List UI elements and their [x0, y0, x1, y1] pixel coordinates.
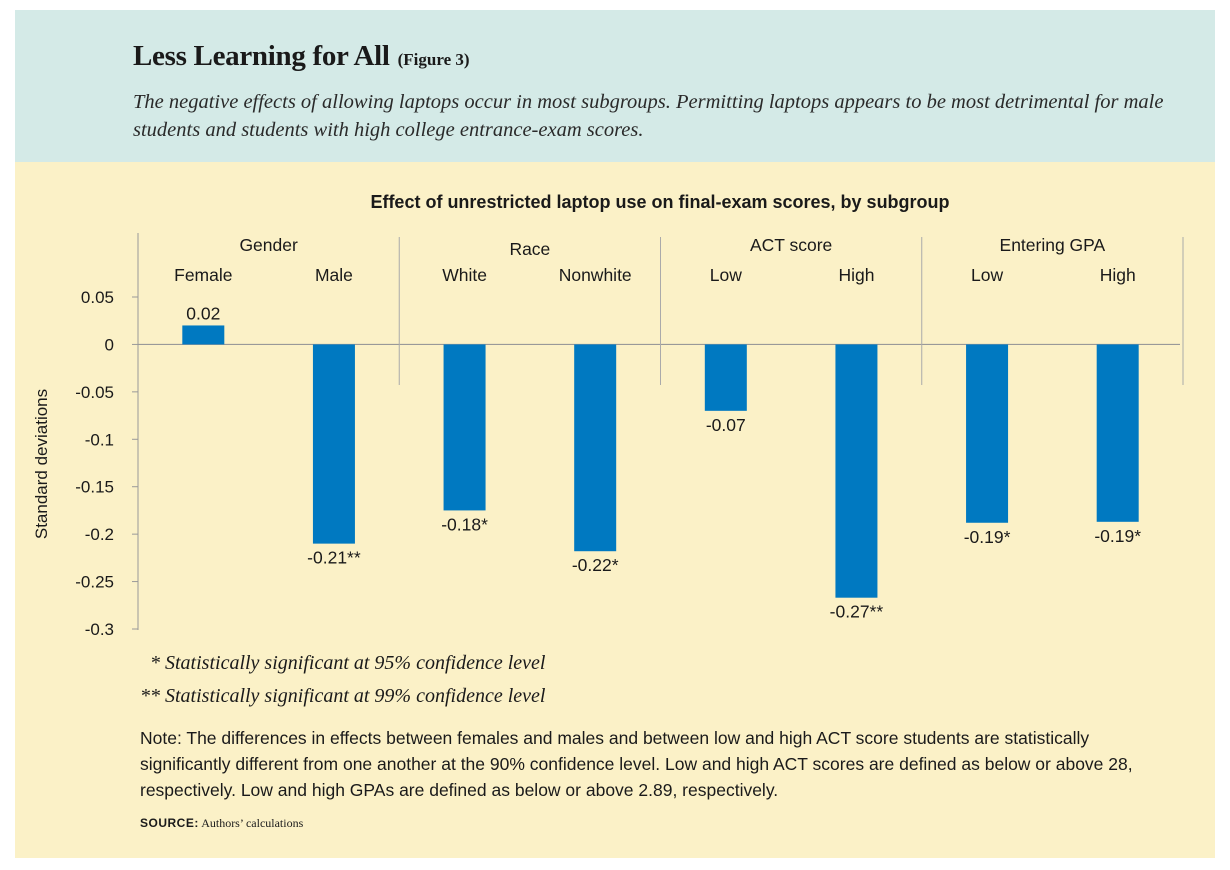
- figure-header: Less Learning for All (Figure 3) The neg…: [15, 10, 1215, 162]
- footnote-sig95: * Statistically significant at 95% confi…: [150, 652, 546, 674]
- figure-subtitle: The negative effects of allowing laptops…: [133, 91, 1164, 141]
- category-label: White: [442, 265, 487, 285]
- data-label: -0.19*: [1094, 526, 1141, 546]
- data-label: -0.18*: [441, 514, 488, 534]
- data-label: -0.19*: [964, 527, 1011, 547]
- y-tick-label: -0.2: [85, 525, 114, 544]
- data-label: -0.22*: [572, 555, 619, 575]
- y-tick-label: -0.1: [85, 430, 114, 449]
- group-label: ACT score: [750, 235, 832, 255]
- y-axis-label: Standard deviations: [32, 389, 51, 539]
- category-label: Female: [174, 265, 232, 285]
- figure-title: Less Learning for All: [133, 40, 390, 72]
- data-label: -0.07: [706, 415, 746, 435]
- category-label: Nonwhite: [559, 265, 632, 285]
- bar: [835, 344, 878, 598]
- bar: [182, 325, 225, 345]
- figure-number: (Figure 3): [397, 50, 470, 69]
- data-label: -0.27**: [830, 602, 884, 622]
- y-tick-label: 0: [105, 335, 114, 354]
- source-text: Authors’ calculations: [201, 816, 304, 830]
- y-tick-label: -0.05: [75, 383, 114, 402]
- bar: [443, 344, 486, 511]
- source-line: SOURCE: Authors’ calculations: [140, 816, 303, 831]
- data-label: -0.21**: [307, 548, 361, 568]
- bar: [1096, 344, 1139, 522]
- y-tick-label: 0.05: [81, 288, 114, 307]
- chart-title: Effect of unrestricted laptop use on fin…: [370, 192, 949, 212]
- bar: [704, 344, 747, 411]
- category-label: High: [838, 265, 874, 285]
- group-label: Race: [509, 239, 550, 259]
- plot-area: 0.05 0 -0.05 -0.1 -0.15 -0.2 -0.25 -0.3 Gender Fe…: [75, 233, 1184, 639]
- figure-title-line: Less Learning for All (Figure 3): [133, 40, 470, 73]
- footnote-note: Note: The differences in effects between…: [140, 728, 1133, 800]
- footnote-sig99: ** Statistically significant at 99% conf…: [140, 685, 546, 707]
- bar: [312, 344, 355, 544]
- data-label: 0.02: [186, 303, 220, 323]
- group-label: Entering GPA: [1000, 235, 1106, 255]
- group-label: Gender: [239, 235, 298, 255]
- bar: [574, 344, 617, 552]
- category-label: High: [1100, 265, 1136, 285]
- figure-panel: Less Learning for All (Figure 3) The neg…: [15, 10, 1215, 858]
- bar: [966, 344, 1009, 523]
- source-label: SOURCE:: [140, 816, 199, 830]
- y-tick-label: -0.15: [75, 478, 114, 497]
- y-tick-label: -0.25: [75, 573, 114, 592]
- y-tick-label: -0.3: [85, 620, 114, 639]
- category-label: Low: [971, 265, 1003, 285]
- category-label: Male: [315, 265, 353, 285]
- category-label: Low: [710, 265, 742, 285]
